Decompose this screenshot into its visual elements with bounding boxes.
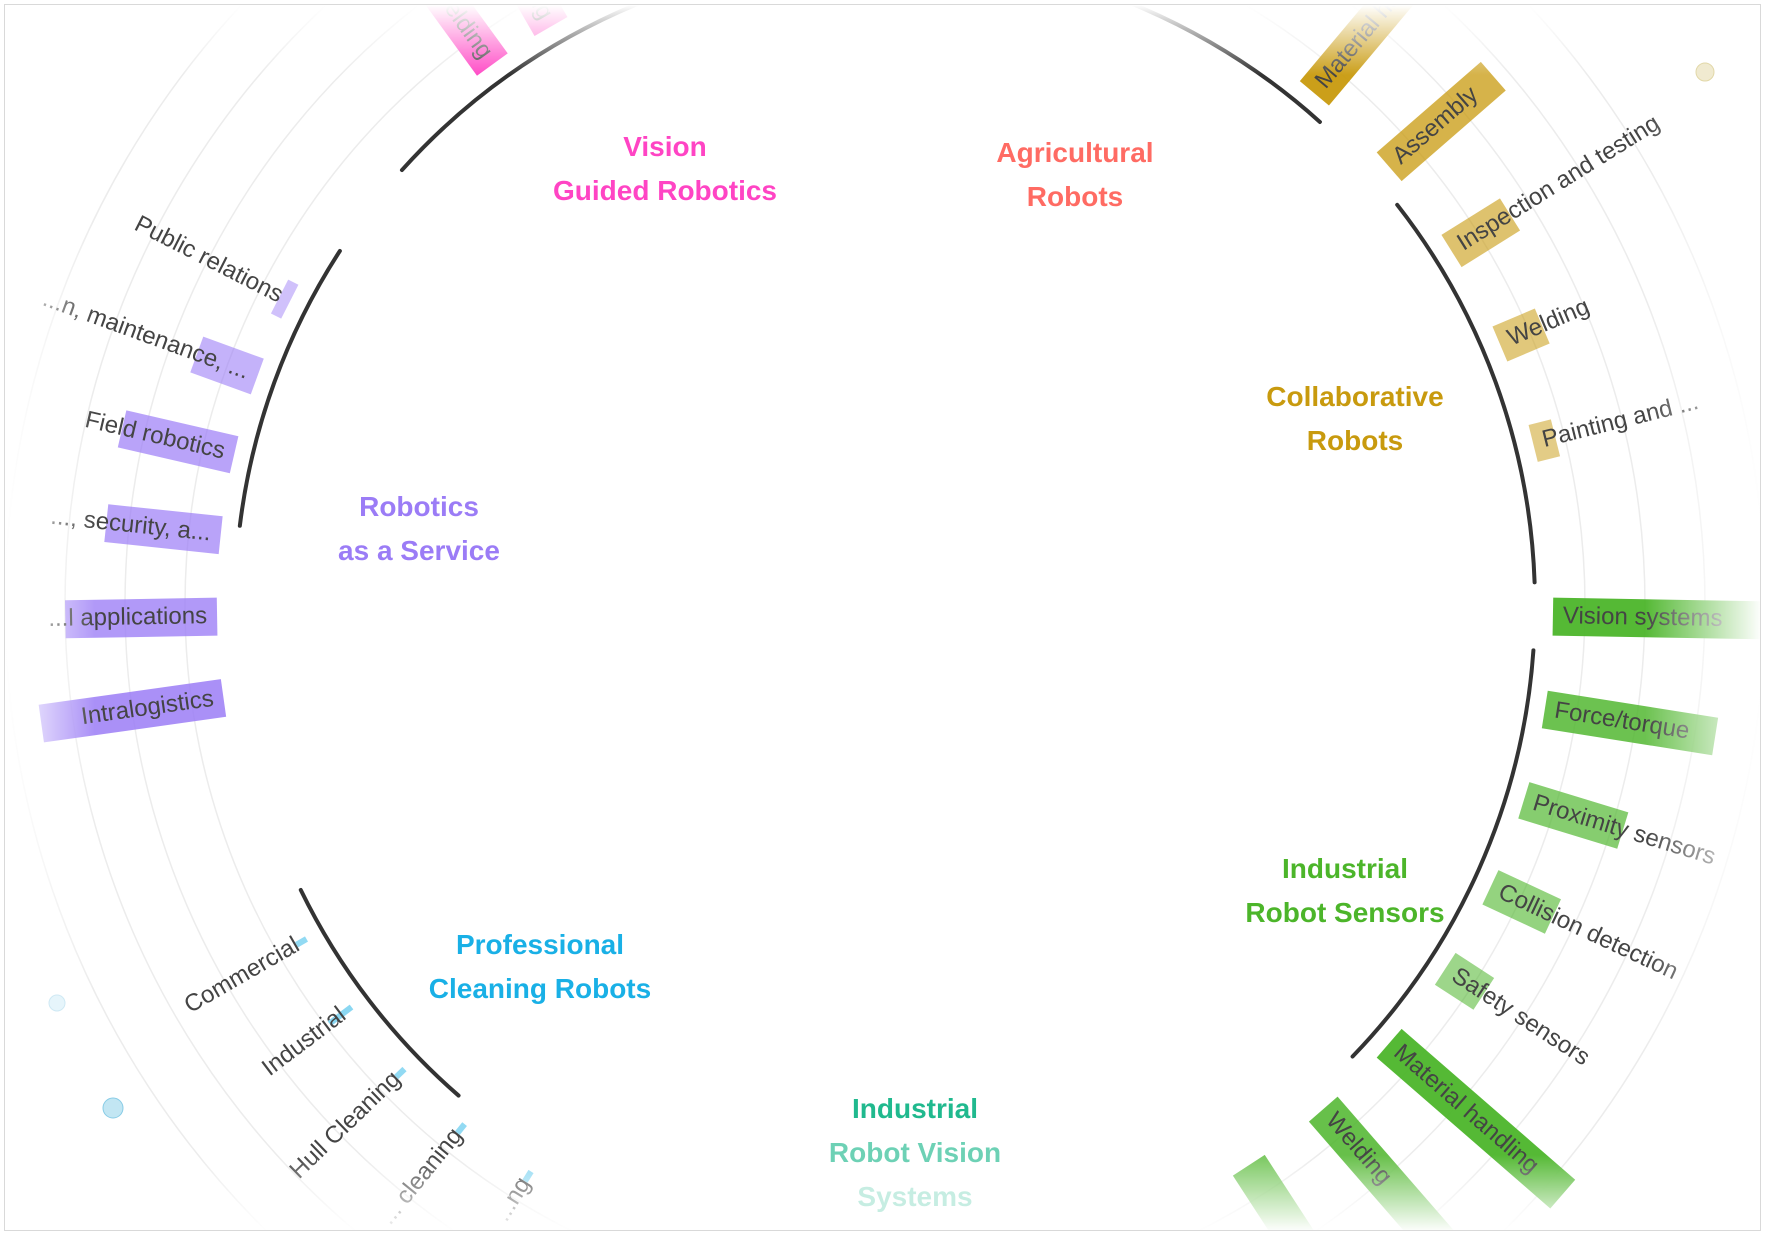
segment-title-line: Industrial xyxy=(851,1093,978,1124)
segment-title-line: Professional xyxy=(455,929,625,960)
segment-title-line: Agricultural xyxy=(996,137,1154,168)
item-label: Safety sensors xyxy=(1447,962,1595,1071)
item-bar-raas[interactable] xyxy=(190,336,264,395)
guide-ring xyxy=(184,5,1586,1230)
segment-title-line: Cleaning Robots xyxy=(428,973,652,1004)
segment-title-line: Collaborative xyxy=(1266,381,1444,412)
bar-rect xyxy=(295,936,308,948)
item-bar-sensors[interactable] xyxy=(1434,952,1495,1010)
segment-title-line: Robots xyxy=(1026,181,1124,212)
bar-rect xyxy=(1518,782,1629,849)
item-bar-cleaning[interactable] xyxy=(394,1066,407,1080)
bar-rect xyxy=(1441,198,1521,268)
item-label: Public relations xyxy=(130,210,287,308)
radial-diagram: WeldingCleaningMaterial handlingAssembly… xyxy=(5,5,1760,1230)
item-bar-cobots[interactable] xyxy=(1528,419,1561,462)
bar-rect xyxy=(1376,61,1506,182)
guide-ring xyxy=(5,5,1760,1230)
bar-rect xyxy=(64,597,218,639)
segment-title-line: Guided Robotics xyxy=(553,175,777,206)
edge-fades xyxy=(5,5,1760,1230)
bar-rect xyxy=(270,279,299,319)
segment-title-line: Robot Vision xyxy=(828,1137,1002,1168)
segment-title-sensors[interactable]: Industrial Robot Sensors xyxy=(1195,847,1495,935)
item-bar-sensors[interactable] xyxy=(1518,782,1629,849)
item-bar-raas[interactable] xyxy=(64,597,218,639)
item-bar-raas[interactable] xyxy=(270,279,299,319)
segment-title-line: as a Service xyxy=(338,535,500,566)
bar-rect xyxy=(117,410,239,474)
segment-title-agricultural[interactable]: Agricultural Robots xyxy=(925,131,1225,219)
segment-title-line: Robot Sensors xyxy=(1245,897,1445,928)
item-bar-cobots[interactable] xyxy=(1441,198,1521,268)
item-label: Assembly xyxy=(1387,81,1483,170)
diagram-frame: WeldingCleaningMaterial handlingAssembly… xyxy=(4,4,1761,1231)
item-bar-sensors[interactable] xyxy=(1482,870,1561,934)
segment-title-vision-systems[interactable]: Industrial Robot Vision Systems xyxy=(765,1087,1065,1219)
segment-arc-sensors xyxy=(1350,648,1536,1059)
item-bar-cleaning[interactable] xyxy=(327,1004,354,1027)
item-bar-cleaning[interactable] xyxy=(455,1122,467,1135)
item-bar-cobots[interactable] xyxy=(1376,61,1506,182)
guide-rings xyxy=(5,5,1760,1230)
segment-title-cleaning[interactable]: Professional Cleaning Robots xyxy=(390,923,690,1011)
item-label: Inspection and testing xyxy=(1452,110,1664,257)
bar-rect xyxy=(327,1004,354,1027)
item-bar-raas[interactable] xyxy=(117,410,239,474)
item-bar-raas[interactable] xyxy=(104,504,223,555)
bar-rect xyxy=(394,1066,407,1080)
bar-rect xyxy=(104,504,223,555)
segment-title-line: Robots xyxy=(1306,425,1404,456)
segment-title-line: Industrial xyxy=(1281,853,1408,884)
segment-title-vision[interactable]: Vision Guided Robotics xyxy=(515,125,815,213)
segment-title-line: Vision xyxy=(623,131,707,162)
bar-rect xyxy=(1482,870,1561,934)
bar-rect xyxy=(1492,308,1550,362)
bar-rect xyxy=(190,336,264,395)
segment-title-line: Robotics xyxy=(359,491,479,522)
item-labels: WeldingCleaningMaterial handlingAssembly… xyxy=(39,5,1722,1230)
item-bar-cleaning[interactable] xyxy=(295,936,308,948)
segment-arc-cleaning xyxy=(298,887,461,1098)
bar-rect xyxy=(1434,952,1495,1010)
decorative-dots xyxy=(48,62,1715,1119)
item-label: Commercial xyxy=(180,931,304,1018)
bar-rect xyxy=(1528,419,1561,462)
segment-title-line: Systems xyxy=(857,1181,973,1212)
segment-title-raas[interactable]: Robotics as a Service xyxy=(269,485,569,573)
bar-rect xyxy=(455,1122,467,1135)
item-bar-cobots[interactable] xyxy=(1492,308,1550,362)
segment-arc-cobots xyxy=(1395,202,1537,585)
segment-title-collaborative[interactable]: Collaborative Robots xyxy=(1205,375,1505,463)
segment-arc-raas xyxy=(237,248,342,528)
